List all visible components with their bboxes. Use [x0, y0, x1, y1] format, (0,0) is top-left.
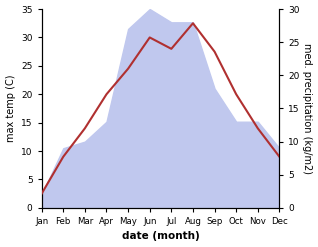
X-axis label: date (month): date (month) [122, 231, 199, 242]
Y-axis label: max temp (C): max temp (C) [5, 75, 16, 142]
Y-axis label: med. precipitation (kg/m2): med. precipitation (kg/m2) [302, 43, 313, 174]
